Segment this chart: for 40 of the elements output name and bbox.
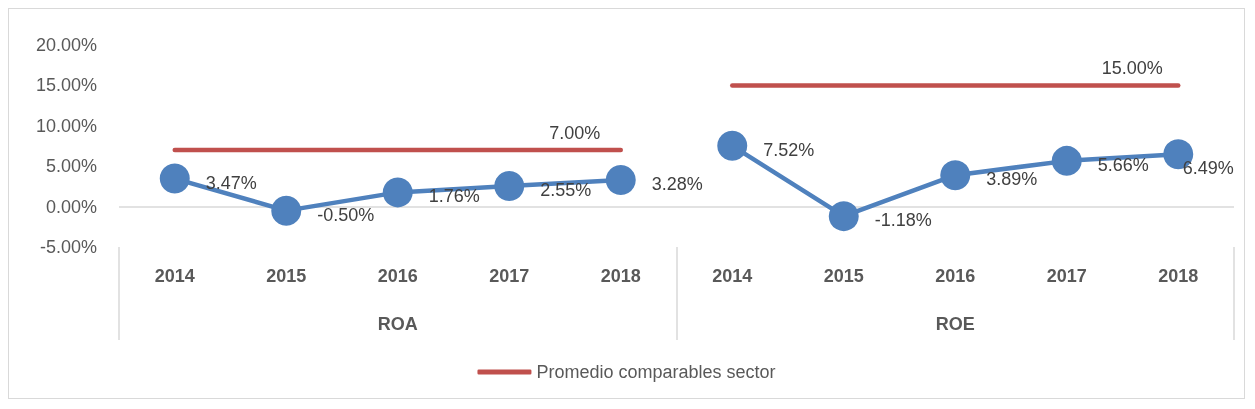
x-tick-label: 2014 — [712, 266, 753, 286]
x-tick-label: 2016 — [377, 266, 418, 286]
x-tick-label: 2015 — [823, 266, 864, 286]
data-label: 1.76% — [428, 186, 480, 207]
x-tick-label: 2014 — [154, 266, 195, 286]
y-tick-label: 5.00% — [45, 156, 97, 177]
y-tick-label: 20.00% — [35, 35, 97, 55]
data-label: 15.00% — [1101, 58, 1163, 79]
legend-label: Promedio comparables sector — [536, 362, 776, 382]
y-tick-label: 0.00% — [45, 196, 97, 217]
point — [605, 165, 636, 196]
point — [940, 160, 971, 191]
data-label: 5.66% — [1097, 154, 1149, 175]
point — [271, 195, 302, 226]
data-label: 3.47% — [205, 172, 257, 193]
x-tick-label: 2016 — [935, 266, 976, 286]
x-tick-label: 2018 — [1158, 266, 1199, 286]
point — [382, 177, 413, 208]
data-label: -1.18% — [874, 210, 932, 231]
text: ROE — [935, 314, 975, 334]
data-label: -0.50% — [317, 204, 375, 225]
x-tick-label: 2017 — [1046, 266, 1087, 286]
x-tick-label: 2015 — [266, 266, 307, 286]
data-label: 2.55% — [540, 180, 592, 200]
y-tick-label: -5.00% — [39, 237, 97, 257]
point — [159, 163, 190, 194]
data-label: 7.52% — [763, 139, 815, 160]
y-tick-label: 10.00% — [35, 115, 97, 136]
data-label: 3.89% — [986, 169, 1038, 190]
point — [494, 171, 525, 201]
x-tick-label: 2018 — [600, 266, 641, 286]
y-tick-label: 15.00% — [35, 75, 97, 96]
point — [717, 130, 748, 161]
point — [828, 201, 859, 232]
data-label: 7.00% — [549, 123, 601, 144]
point — [1051, 145, 1082, 176]
text: ROA — [377, 314, 418, 334]
data-label: 6.49% — [1182, 158, 1234, 179]
x-tick-label: 2017 — [489, 266, 530, 286]
data-label: 3.28% — [651, 174, 703, 195]
